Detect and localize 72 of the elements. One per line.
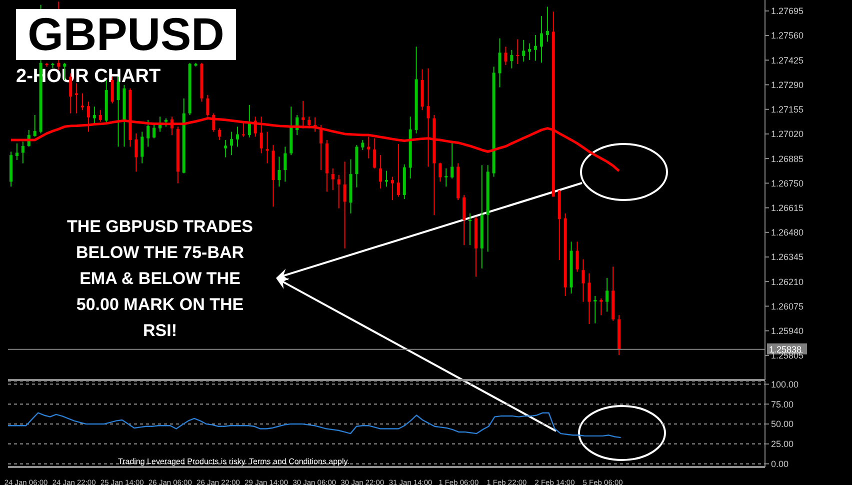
candlestick [278, 156, 281, 188]
candlestick [33, 114, 36, 138]
y-tick-label: 1.25940 [771, 326, 804, 336]
candlestick [81, 92, 84, 111]
candlestick [21, 141, 24, 164]
y-tick-label: 1.27155 [771, 104, 804, 115]
candlestick [15, 142, 18, 161]
candlestick [379, 154, 382, 189]
y-tick-label: 25.00 [771, 439, 794, 450]
candlestick [582, 258, 585, 302]
candlestick [373, 138, 376, 169]
y-tick-label: 0.00 [771, 459, 789, 470]
y-tick-label: 1.26750 [771, 178, 804, 188]
candlestick [600, 298, 603, 316]
y-tick-label: 1.26345 [771, 252, 804, 262]
candlestick [224, 139, 228, 158]
candlestick [242, 122, 245, 138]
y-tick-label: 1.26210 [771, 276, 804, 287]
candlestick [230, 131, 234, 156]
candlestick [92, 106, 96, 124]
candlestick [361, 139, 364, 150]
candlestick [134, 132, 138, 172]
candlestick [152, 122, 156, 139]
y-tick-label: 1.27695 [771, 6, 804, 16]
y-tick-label: 1.27290 [771, 80, 804, 90]
candlestick [540, 16, 543, 64]
y-tick-label: 50.00 [771, 419, 794, 430]
candlestick [390, 176, 394, 201]
candlestick [444, 168, 448, 188]
y-tick-label: 1.26075 [771, 301, 804, 312]
candlestick [266, 131, 269, 164]
candlestick [594, 295, 597, 324]
candlestick [546, 6, 549, 42]
candlestick [504, 46, 508, 66]
annotation: THE GBPUSD TRADES BELOW THE 75-BAR EMA & BELOW THE 50.00 MARK ON THE RSI! [66, 216, 254, 342]
candlestick [140, 131, 144, 164]
y-tick-label: 1.27425 [771, 55, 804, 66]
candlestick [75, 82, 78, 114]
y-tick-label: 100.00 [771, 379, 799, 390]
annotation: Trading Leveraged Products is risky. Terms and Conditions apply. [118, 457, 350, 466]
y-tick-label: 1.27560 [771, 30, 804, 41]
candlestick [534, 34, 538, 62]
candlestick [510, 49, 514, 69]
candlestick [606, 277, 609, 312]
y-tick-label: 1.27020 [771, 129, 804, 140]
candlestick [248, 104, 251, 138]
candlestick [576, 241, 579, 272]
candlestick [462, 194, 466, 246]
chart-title: GBPUSD [16, 8, 236, 60]
candlestick [468, 212, 472, 246]
candlestick [343, 161, 346, 249]
y-tick-label: 1.26615 [771, 202, 804, 213]
candlestick [516, 38, 520, 64]
y-tick-label: 75.00 [771, 399, 794, 410]
candlestick [331, 168, 334, 191]
line-series [7, 412, 622, 438]
y-tick-label: 1.26885 [771, 154, 804, 164]
candlestick [450, 141, 454, 179]
candlestick [588, 272, 591, 325]
y-tick-label: 1.26480 [771, 228, 804, 238]
candlestick [396, 143, 400, 198]
candlestick [146, 119, 150, 148]
candlestick [284, 146, 287, 182]
candlestick [236, 126, 239, 148]
candlestick [367, 136, 370, 159]
candlestick [438, 162, 442, 182]
candlestick [522, 39, 526, 62]
candlestick [528, 42, 532, 60]
candlestick [385, 170, 388, 188]
candlestick [337, 174, 340, 209]
candlestick [498, 38, 502, 88]
candlestick [218, 128, 222, 140]
